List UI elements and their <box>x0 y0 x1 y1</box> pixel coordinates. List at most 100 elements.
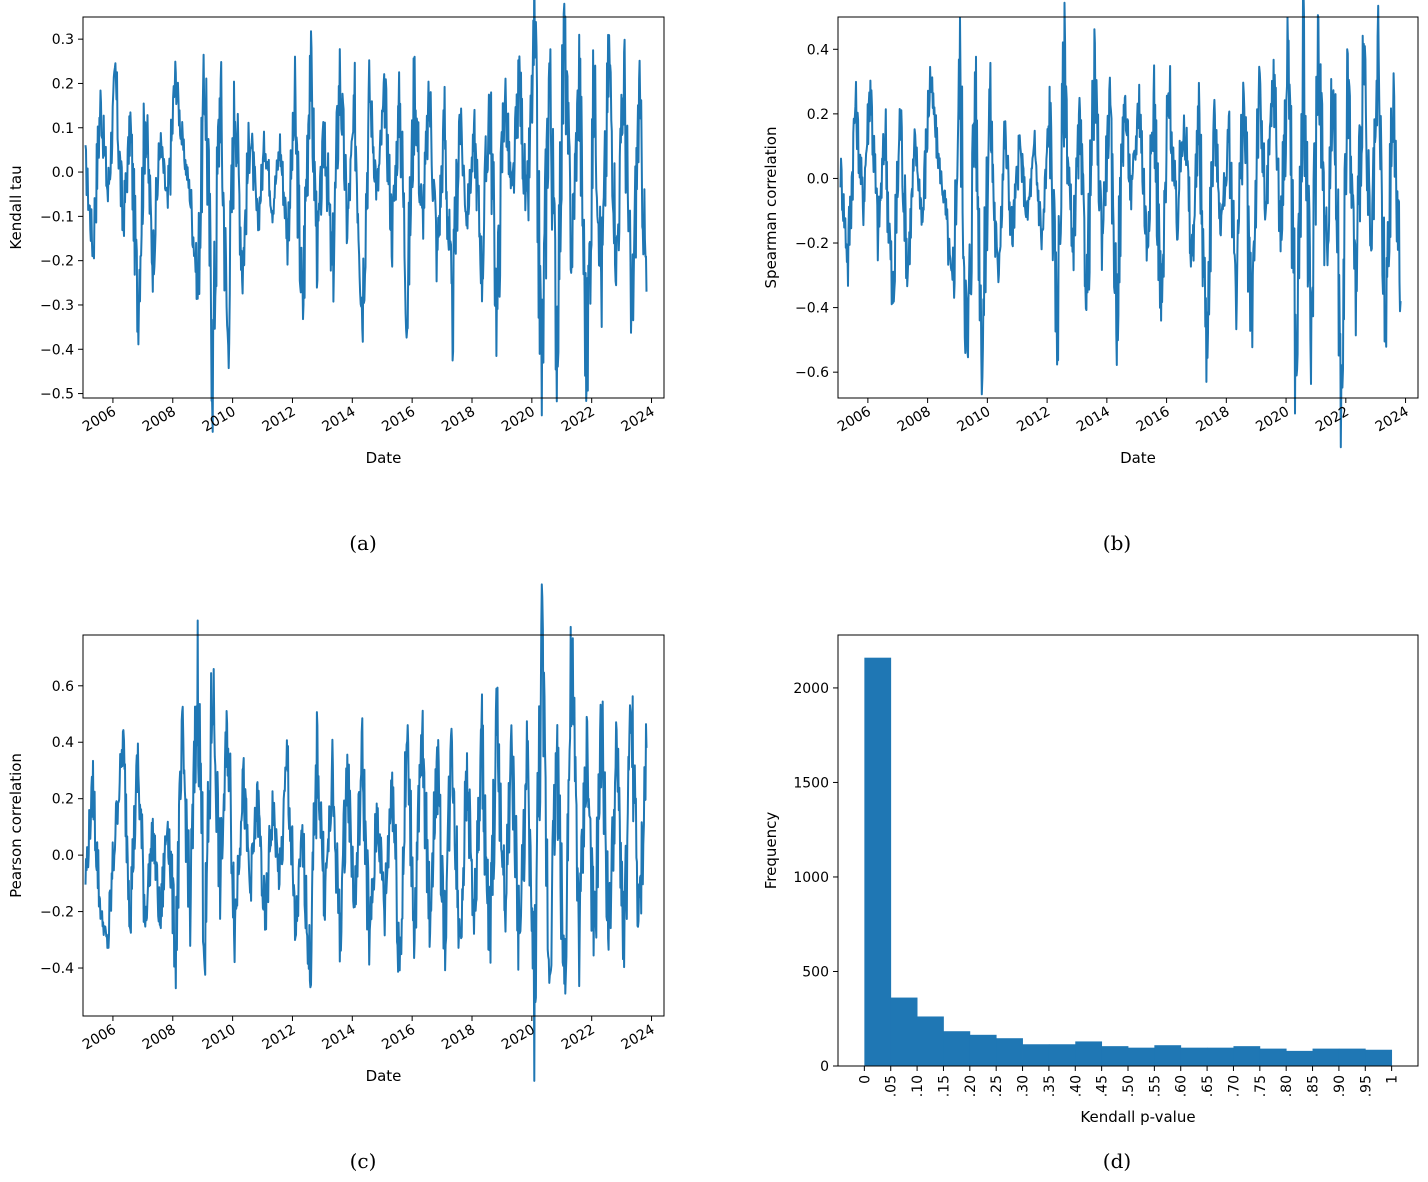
x-tick-label: .20 <box>963 1075 979 1097</box>
x-tick-label: .55 <box>1147 1075 1163 1097</box>
y-tick-label: 0.0 <box>807 171 829 187</box>
y-tick-label: 0.4 <box>807 42 829 58</box>
x-tick-label: 2008 <box>895 404 934 436</box>
y-tick-label: −0.1 <box>40 209 74 225</box>
histogram-bar <box>1048 1044 1076 1066</box>
x-tick-label: 2018 <box>439 404 478 436</box>
y-tick-label: −0.6 <box>795 365 829 381</box>
x-tick-label: 2018 <box>439 1022 478 1054</box>
x-axis-label: Date <box>366 449 402 467</box>
y-axis-label: Pearson correlation <box>7 753 25 898</box>
x-tick-label: .30 <box>1016 1075 1032 1097</box>
y-tick-label: −0.2 <box>795 236 829 252</box>
x-tick-label: .65 <box>1200 1075 1216 1097</box>
y-tick-label: 0.0 <box>52 848 74 864</box>
x-tick-label: 2016 <box>379 1022 418 1054</box>
y-tick-label: −0.3 <box>40 298 74 314</box>
y-tick-label: 0.4 <box>52 735 74 751</box>
x-axis-label: Kendall p-value <box>1080 1108 1195 1126</box>
x-tick-label: 2014 <box>1074 404 1113 436</box>
x-tick-label: .45 <box>1095 1075 1111 1097</box>
panel-d-kendall-pvalue-histogram: 0 500 1000 1500 2000 Frequency 0 .05 .10 .15 .20 .2… <box>762 634 1419 1126</box>
x-tick-label: .50 <box>1121 1075 1137 1097</box>
histogram-bar <box>1312 1048 1340 1066</box>
x-tick-label: .90 <box>1332 1075 1348 1097</box>
y-tick-label: 0.3 <box>52 32 74 48</box>
caption-d: (d) <box>1103 1149 1131 1173</box>
y-tick-label: 0.2 <box>52 76 74 92</box>
y-tick-label: −0.4 <box>40 961 74 977</box>
x-tick-label: 2012 <box>1014 404 1053 436</box>
x-tick-label: .25 <box>989 1075 1005 1097</box>
y-axis-label: Kendall tau <box>7 165 25 249</box>
y-tick-label: 0.2 <box>52 792 74 808</box>
axes-frame <box>82 634 665 1017</box>
x-tick-label: 2018 <box>1193 404 1232 436</box>
x-tick-label: .80 <box>1279 1075 1295 1097</box>
caption-a: (a) <box>349 531 377 555</box>
x-tick-label: 2010 <box>200 404 239 436</box>
histogram-bar <box>1075 1041 1103 1066</box>
x-tick-label: .60 <box>1174 1075 1190 1097</box>
x-tick-label: 2024 <box>619 1022 658 1054</box>
x-tick-label: .35 <box>1042 1075 1058 1097</box>
x-tick-label: 2008 <box>140 1022 179 1054</box>
panel-b-spearman-correlation: −0.6 −0.4 −0.2 0.0 0.2 0.4 Spearman correlatio… <box>762 0 1419 467</box>
x-tick-label: 1 <box>1385 1075 1401 1084</box>
x-tick-label: 2020 <box>499 404 538 436</box>
y-tick-label: −0.5 <box>40 387 74 403</box>
x-tick-label: 2012 <box>260 1022 299 1054</box>
series-line <box>839 0 1402 449</box>
x-tick-label: 2024 <box>619 404 658 436</box>
x-tick-label: 2010 <box>200 1022 239 1054</box>
y-tick-label: −0.2 <box>40 254 74 270</box>
x-tick-label: 2014 <box>319 1022 358 1054</box>
axes-frame <box>82 16 665 399</box>
y-tick-label: 2000 <box>793 681 829 697</box>
x-tick-label: .95 <box>1358 1075 1374 1097</box>
x-axis-label: Date <box>366 1067 402 1085</box>
y-tick-label: 0.1 <box>52 121 74 137</box>
x-tick-label: 2008 <box>140 404 179 436</box>
histogram-bar <box>864 657 892 1066</box>
histogram-bar <box>1233 1046 1261 1066</box>
x-tick-label: 2016 <box>379 404 418 436</box>
axes-frame <box>837 634 1419 1067</box>
histogram-bar <box>1154 1045 1182 1066</box>
x-tick-label: 2024 <box>1373 404 1412 436</box>
x-tick-label: 0 <box>857 1075 873 1084</box>
x-tick-label: 2020 <box>499 1022 538 1054</box>
histogram-bar <box>1101 1046 1129 1066</box>
x-tick-label: 2010 <box>954 404 993 436</box>
panel-c-pearson-correlation: −0.4 −0.2 0.0 0.2 0.4 0.6 Pearson correlation 2… <box>7 583 665 1085</box>
y-tick-label: 0.6 <box>52 679 74 695</box>
y-tick-label: −0.4 <box>40 342 74 358</box>
series-line <box>84 583 648 1082</box>
caption-b: (b) <box>1103 531 1131 555</box>
x-tick-label: .75 <box>1253 1075 1269 1097</box>
histogram-bar <box>943 1031 971 1066</box>
x-tick-label: 2012 <box>260 404 299 436</box>
histogram-bar <box>1207 1047 1234 1066</box>
panel-a-kendall-tau: −0.5 −0.4 −0.3 −0.2 −0.1 0.0 0.1 0.2 0.3 Kendall … <box>7 0 665 467</box>
y-tick-label: −0.2 <box>40 905 74 921</box>
x-tick-label: 2006 <box>80 404 119 436</box>
x-tick-label: .40 <box>1068 1075 1084 1097</box>
y-tick-label: 0.2 <box>807 107 829 123</box>
histogram-bar <box>1128 1047 1155 1066</box>
histogram-bar <box>1338 1048 1366 1066</box>
y-axis-label: Spearman correlation <box>762 127 780 289</box>
histogram-bar <box>996 1038 1023 1066</box>
y-tick-label: 0.0 <box>52 165 74 181</box>
histogram-bar <box>969 1034 997 1066</box>
caption-c: (c) <box>350 1149 377 1173</box>
x-axis-label: Date <box>1120 449 1156 467</box>
x-tick-label: 2020 <box>1253 404 1292 436</box>
histogram-bar <box>1180 1047 1208 1066</box>
axes-frame <box>837 16 1419 399</box>
x-tick-label: 2016 <box>1134 404 1173 436</box>
x-tick-label: .85 <box>1306 1075 1322 1097</box>
histogram-bar <box>917 1016 944 1066</box>
x-tick-label: 2022 <box>1313 404 1352 436</box>
x-tick-label: .15 <box>936 1075 952 1097</box>
